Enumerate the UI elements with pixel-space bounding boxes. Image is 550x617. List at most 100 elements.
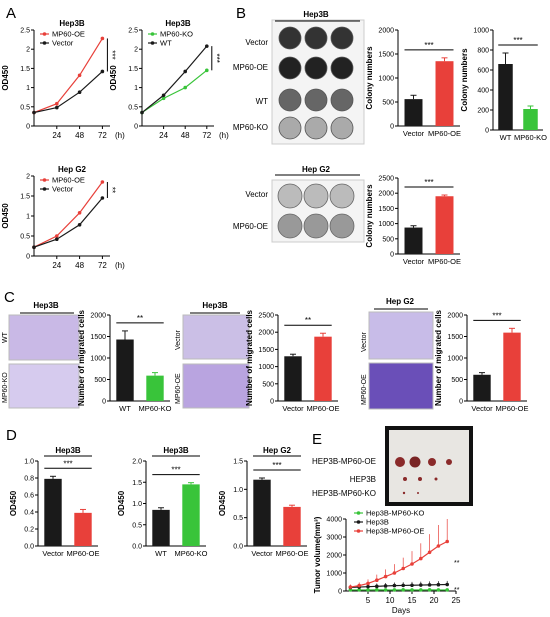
significance-label: ** [454, 587, 460, 594]
panel-label-d: D [6, 427, 17, 444]
chart-c-hep3b-ko-migration: 0 500 1000 1500 2000 Number of migrated cells… [77, 309, 172, 413]
bar [498, 64, 513, 130]
x-tick-label: 15 [408, 596, 417, 605]
significance-label: ** [305, 316, 311, 325]
chart-b-hep3b-oe-colonies: 0 500 1000 1500 2000 Colony numbers Vector MP60… [365, 28, 461, 139]
y-tick-label: 0 [270, 399, 274, 406]
legend-marker [42, 178, 47, 182]
culture-well [304, 116, 328, 140]
c-image-title: Hep G2 [386, 297, 415, 306]
x-tick-label: Vector [251, 549, 273, 558]
y-tick-label: 1.5 [132, 480, 142, 487]
chart-e-tumor-volume: 0 1000 2000 3000 4000 Tumor volume(mm³) 5 10 15 2… [313, 509, 461, 616]
x-tick-label: WT [500, 133, 512, 142]
y-tick-label: 0.6 [24, 493, 34, 500]
culture-well [278, 88, 302, 112]
data-point [419, 583, 423, 587]
y-axis-label: Number of migrated cells [434, 309, 443, 406]
x-tick-label: Vector [42, 549, 64, 558]
data-point [383, 584, 388, 588]
b-plate-row-label: Vector [245, 38, 268, 47]
legend-label: Hep3B-MP60-OE [366, 527, 424, 536]
y-tick-label: 0.5 [128, 104, 138, 111]
y-axis-label: Tumor volume(mm³) [313, 516, 322, 593]
bar [314, 336, 332, 401]
y-tick-label: 0 [102, 399, 106, 406]
b-plate-row-label: WT [256, 97, 269, 106]
y-tick-label: 1000 [378, 76, 394, 83]
data-point [348, 585, 353, 589]
y-axis-label: OD450 [218, 490, 227, 516]
y-tick-label: 800 [477, 48, 489, 55]
chart-b-hep3b-ko-colonies: 0 200 400 600 800 1000 Colony numbers WT MP60-KO… [460, 28, 547, 143]
y-axis-label: Number of migrated cells [245, 309, 254, 406]
c-migration-image-3: Hep G2 Vector MP60-OE [361, 297, 434, 410]
bar [283, 506, 301, 546]
data-point [392, 588, 397, 592]
c-migration-image-1: Hep3B WT MP60-KO [2, 301, 80, 409]
y-axis-label: Colony numbers [365, 184, 374, 248]
data-point [401, 566, 406, 571]
data-point [410, 583, 414, 588]
x-tick-label: 48 [181, 131, 190, 140]
y-axis-label: Colony numbers [365, 46, 374, 110]
y-tick-label: 2 [26, 47, 30, 54]
significance-label: *** [107, 50, 116, 59]
x-tick-label: 48 [75, 131, 84, 140]
significance-label: ** [454, 560, 460, 567]
chart-a-hepg2-oe: 0 0.5 1 1.5 2 OD450 24 48 72 (h) Hep G2 MP60-OEVect… [1, 165, 125, 270]
e-tumor-photo: HEP3B-MP60-OE HEP3B HEP3B-MP60-KO [312, 426, 473, 506]
legend-marker [356, 529, 361, 533]
y-tick-label: 1000 [378, 221, 394, 228]
y-tick-label: 4000 [326, 517, 342, 524]
y-tick-label: 1.0 [132, 501, 142, 508]
legend-label: MP60-OE [52, 176, 85, 185]
legend-label: Vector [52, 39, 74, 48]
legend-label: MP60-OE [52, 30, 85, 39]
data-point [436, 582, 441, 587]
y-tick-label: 1.5 [20, 194, 30, 201]
y-tick-label: 600 [477, 68, 489, 75]
c-image-row-label: Vector [175, 329, 182, 350]
chart-d-hepg2-oe: 0.0 0.5 1.0 1.5 OD450 Vector MP60-OE *** Hep G2 [218, 446, 308, 558]
significance-label: *** [63, 459, 72, 468]
x-tick-label: 72 [98, 261, 107, 270]
y-tick-label: 2000 [258, 330, 274, 337]
x-tick-label: 20 [430, 596, 439, 605]
data-point [357, 583, 362, 588]
series-line [350, 540, 448, 588]
y-tick-label: 500 [382, 100, 394, 107]
y-tick-label: 1500 [378, 206, 394, 213]
culture-well [330, 88, 354, 112]
y-tick-label: 1 [26, 85, 30, 92]
x-tick-label: Vector [403, 129, 425, 138]
y-tick-label: 1000 [90, 356, 106, 363]
series-line [141, 69, 208, 114]
panel-label-b: B [236, 5, 246, 22]
y-tick-label: 1000 [473, 28, 489, 35]
significance-label: *** [212, 54, 221, 63]
b-plate-title-hepg2: Hep G2 [302, 165, 331, 174]
x-tick-label: 24 [159, 131, 168, 140]
significance-label: ** [107, 187, 116, 193]
y-tick-label: 0 [459, 399, 463, 406]
data-point [392, 571, 397, 575]
y-tick-label: 500 [262, 381, 274, 388]
y-tick-label: 1000 [258, 364, 274, 371]
y-axis-label: Number of migrated cells [77, 309, 86, 406]
x-tick-label: MP60-OE [428, 129, 461, 138]
culture-well [329, 213, 355, 239]
legend-label: WT [160, 39, 172, 48]
data-point [32, 110, 36, 115]
x-tick-label: MP60-KO [175, 549, 208, 558]
y-tick-label: 1.5 [128, 66, 138, 73]
chart-b-hepg2-oe-colonies: 0 500 1000 1500 2000 2500 Colony numbers Vector… [365, 176, 461, 267]
series-line [33, 71, 103, 114]
y-tick-label: 2.0 [132, 459, 142, 466]
significance-label: *** [492, 311, 501, 320]
y-tick-label: 1.5 [233, 459, 243, 466]
culture-well [330, 26, 354, 50]
culture-well [278, 56, 302, 80]
c-migration-image-2: Hep3B Vector MP60-OE [175, 301, 250, 409]
y-tick-label: 0.5 [233, 515, 243, 522]
